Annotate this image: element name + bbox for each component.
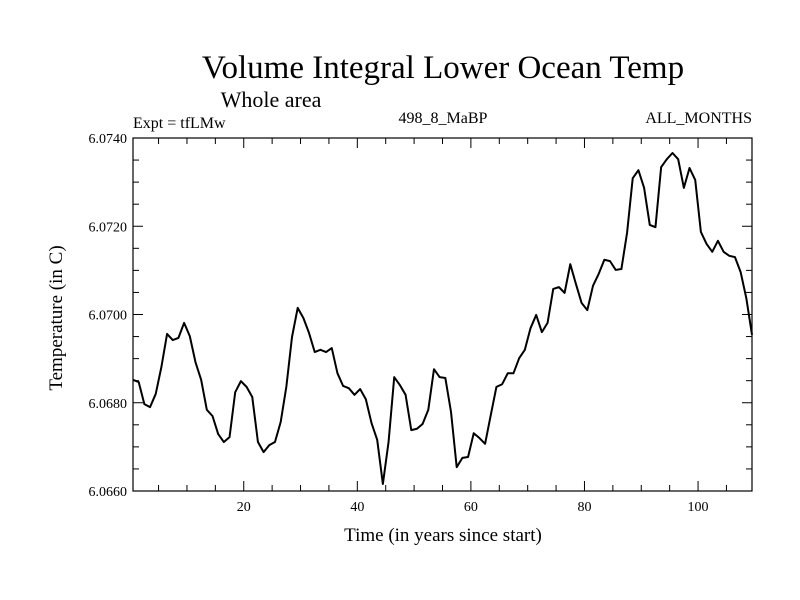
y-tick-label: 6.0700 <box>89 309 128 324</box>
y-tick-label: 6.0680 <box>89 397 128 412</box>
x-tick-label: 40 <box>350 500 364 515</box>
x-axis-label: Time (in years since start) <box>344 525 542 546</box>
chart-subtitle: Whole area <box>221 87 322 112</box>
series-line <box>132 152 753 485</box>
x-tick-label: 20 <box>237 500 251 515</box>
chart-title: Volume Integral Lower Ocean Temp <box>202 50 684 86</box>
annotation-period: 498_8_MaBP <box>399 110 488 127</box>
y-tick-label: 6.0660 <box>89 485 128 500</box>
x-tick-labels: 20 40 60 80 100 <box>237 500 709 515</box>
plot-frame <box>132 137 753 492</box>
y-tick-labels: 6.0660 6.0680 6.0700 6.0720 6.0740 <box>89 132 128 500</box>
x-tick-label: 80 <box>577 500 591 515</box>
annotation-months: ALL_MONTHS <box>645 110 752 127</box>
y-axis-label: Temperature (in C) <box>46 245 67 390</box>
y-tick-label: 6.0720 <box>89 220 128 235</box>
y-tick-label: 6.0740 <box>89 132 128 147</box>
x-tick-label: 100 <box>688 500 709 515</box>
annotation-expt: Expt = tfLMw <box>133 115 226 132</box>
x-tick-label: 60 <box>464 500 478 515</box>
